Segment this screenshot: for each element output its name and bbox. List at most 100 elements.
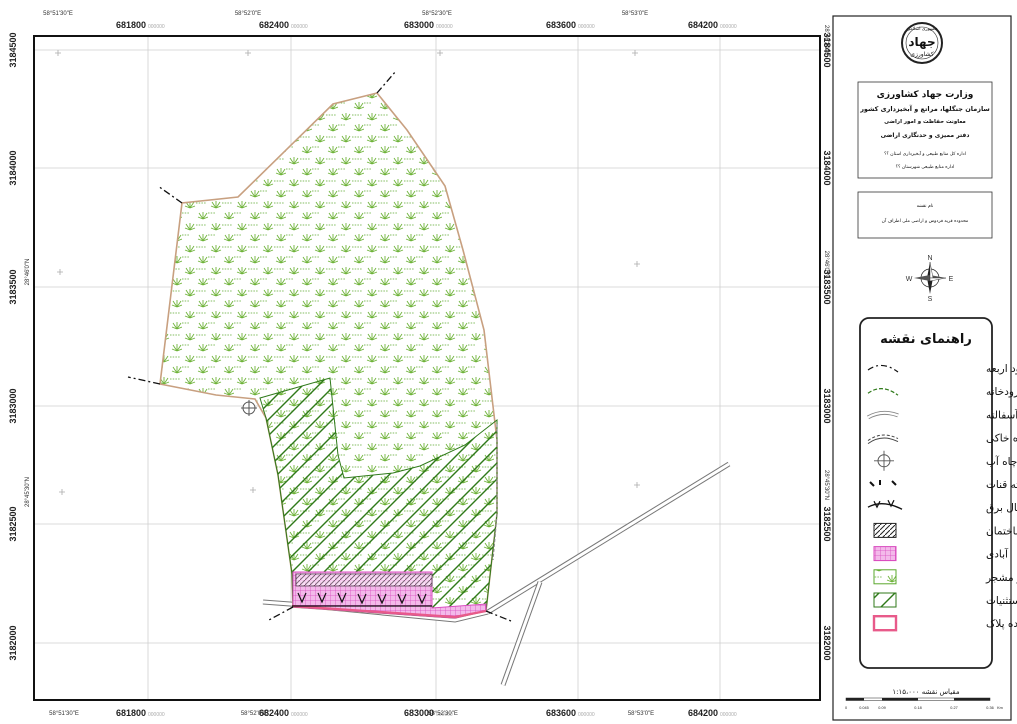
scale-tick: 0.18 xyxy=(914,706,921,710)
compass-w: W xyxy=(906,276,913,283)
map-name-value: محدوده قریه فردوس و اراضی ملی اطراف آن xyxy=(882,218,969,224)
legend-item-dirt-road: راه خاکی xyxy=(867,433,1017,445)
village-symbol xyxy=(873,546,897,562)
scale-tick-labels: 0 0.045 0.09 0.18 0.27 0.36 Km xyxy=(845,706,1003,710)
easting-label-top: 683600 xyxy=(546,20,576,30)
scale-tick: 0 xyxy=(845,706,847,710)
geo-label-bottom: 58°52'30"E xyxy=(428,711,458,717)
easting-labels-bottom: 681800 000000 682400 000000 683000 000000 6836… xyxy=(116,708,737,718)
easting-label-top: 682400 xyxy=(259,20,289,30)
legend-item-stream-line: آبراهه و رودخانه xyxy=(867,385,1017,398)
easting-label-bottom: 683000 xyxy=(404,708,434,718)
building-symbol xyxy=(873,522,897,538)
legend-item-water-well: چاه آب xyxy=(874,450,1017,471)
scale-tick: 0.09 xyxy=(878,706,885,710)
rangeland-symbol xyxy=(873,569,897,585)
easting-suffix-top: 000000 xyxy=(720,24,737,30)
easting-labels-top: 681800 000000 682400 000000 683000 000000 6836… xyxy=(116,20,737,30)
paved-road-symbol xyxy=(867,410,899,420)
northing-label-right: 3182000 xyxy=(822,625,832,660)
geo-label-bottom: 58°53'0"E xyxy=(628,711,654,717)
legend-label-dirt-road: راه خاکی xyxy=(986,433,1017,445)
dirt-road-symbol xyxy=(867,434,899,445)
boundary-line-symbol xyxy=(867,364,899,373)
easting-label-bottom: 684200 xyxy=(688,708,718,718)
legend-item-qanat-line: رشته قنات xyxy=(869,479,1017,491)
northing-label-left: 3182000 xyxy=(8,625,18,660)
ministry-title: وزارت جهاد کشاورزی xyxy=(877,90,974,100)
legend-items: حدود اربعه آبراهه و رودخانه راه آسفالته راه… xyxy=(867,363,1017,632)
geo-label-right: 28°45'30"N xyxy=(823,470,829,500)
scale-tick: 0.045 xyxy=(859,706,869,710)
north-arrow: N S E W xyxy=(906,255,954,303)
easting-suffix-bottom: 000000 xyxy=(720,712,737,718)
geo-label-top: 58°52'30"E xyxy=(422,11,452,17)
geo-label-left: 28°46'0"N xyxy=(25,259,31,286)
legend-label-water-well: چاه آب xyxy=(986,455,1017,468)
northing-label-left: 3182500 xyxy=(8,506,18,541)
northing-label-right: 3184500 xyxy=(822,32,832,67)
legend-item-power-line: خط انتقال برق xyxy=(867,499,1017,514)
legend-item-rangeland: مرتع غیر مشجر xyxy=(873,569,1017,585)
easting-suffix-top: 000000 xyxy=(148,24,165,30)
geo-label-right-top: 28°46'30"N xyxy=(823,25,829,55)
scale-title: مقیاس نقشه ۱:۱۵،۰۰۰ xyxy=(892,688,959,696)
geo-label-left: 28°45'30"N xyxy=(25,477,31,507)
geo-label-top: 58°51'30"E xyxy=(43,11,73,17)
logo-sub-text: کشاورزی xyxy=(910,51,934,58)
easting-suffix-bottom: 000000 xyxy=(436,712,453,718)
northing-label-left: 3183500 xyxy=(8,269,18,304)
easting-label-bottom: 682400 xyxy=(259,708,289,718)
easting-label-bottom: 683600 xyxy=(546,708,576,718)
power-line-feature xyxy=(292,592,432,607)
ministry-logo: جمهوری اسلامی جهاد کشاورزی xyxy=(901,22,943,64)
easting-suffix-top: 000000 xyxy=(291,24,308,30)
graticule-crosses xyxy=(55,50,640,495)
water-well-symbol xyxy=(874,450,894,471)
qanat-line-symbol xyxy=(869,480,897,487)
northing-labels: 3184500 3184500 3184000 3184000 3183500 31835… xyxy=(8,32,832,660)
northing-label-left: 3184000 xyxy=(8,150,18,185)
plot-boundary-line xyxy=(291,604,487,619)
compass-s: S xyxy=(928,296,933,303)
stream-feature xyxy=(492,424,498,561)
geo-label-bottom: 58°51'30"E xyxy=(49,711,79,717)
legend-label-stream-line: آبراهه و رودخانه xyxy=(986,385,1017,398)
office-title: دفتر ممیزی و حدنگاری اراضی xyxy=(881,131,970,139)
county-title: اداره منابع طبیعی شهرستان ؟؟ xyxy=(896,165,955,170)
easting-suffix-top: 000000 xyxy=(436,24,453,30)
map-name-block xyxy=(857,191,993,239)
scale-bar xyxy=(845,697,991,701)
logo-main-text: جهاد xyxy=(908,35,935,49)
northing-label-right: 3183000 xyxy=(822,388,832,423)
geo-label-right: 28°46'0"N xyxy=(823,251,829,278)
exclusions-symbol xyxy=(873,592,897,608)
northing-label-right: 3184000 xyxy=(822,150,832,185)
easting-suffix-bottom: 000000 xyxy=(291,712,308,718)
easting-label-top: 684200 xyxy=(688,20,718,30)
scale-tick: 0.36 xyxy=(986,706,993,710)
geo-label-top: 58°53'0"E xyxy=(622,11,648,17)
easting-label-top: 681800 xyxy=(116,20,146,30)
legend-label-exclusions: مستثنیات xyxy=(986,595,1017,607)
geo-label-top: 58°52'0"E xyxy=(235,11,261,17)
legend-item-boundary-line: حدود اربعه xyxy=(867,363,1017,375)
northing-label-left: 3184500 xyxy=(8,32,18,67)
org-title: سازمان جنگلها، مراتع و آبخیزداری کشور xyxy=(859,104,990,113)
compass-n: N xyxy=(927,255,932,262)
province-title: اداره کل منابع طبیعی و آبخیزداری استان ؟… xyxy=(884,151,966,157)
legend-title: راهنمای نقشه xyxy=(880,332,972,347)
northing-label-right: 3182500 xyxy=(822,506,832,541)
geographic-labels: 58°51'30"E 58°52'0"E 58°52'30"E 58°53'0"E 58… xyxy=(25,11,829,717)
scale-tick: 0.27 xyxy=(950,706,957,710)
map-name-label: نام نقشه xyxy=(917,204,934,209)
scale-unit: Km xyxy=(997,706,1003,710)
northing-label-left: 3183000 xyxy=(8,388,18,423)
power-line-symbol xyxy=(867,499,903,510)
plot-boundary-symbol xyxy=(872,615,898,632)
legend-item-village: آبادی xyxy=(873,546,1009,562)
legend-label-rangeland: مرتع غیر مشجر xyxy=(985,572,1017,584)
legend-label-village: آبادی xyxy=(986,548,1009,561)
logo-top-text: جمهوری اسلامی xyxy=(907,27,938,32)
stream-line-symbol xyxy=(867,388,899,396)
